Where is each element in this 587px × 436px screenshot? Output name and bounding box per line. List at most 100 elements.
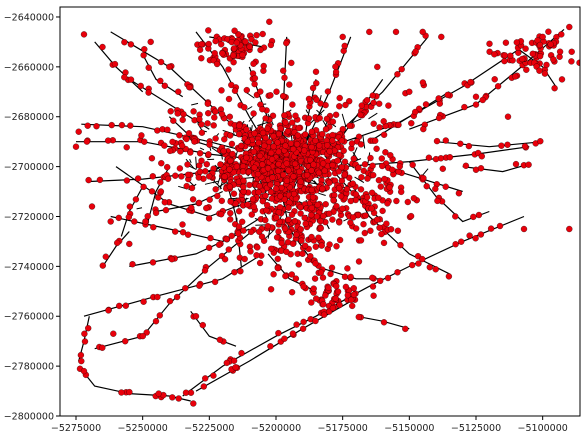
data-point — [262, 192, 269, 199]
data-point — [280, 92, 287, 100]
data-point — [435, 114, 443, 122]
data-point — [218, 211, 225, 218]
data-point — [184, 161, 191, 168]
data-point — [314, 201, 321, 209]
data-point — [200, 383, 207, 390]
data-point — [325, 284, 332, 291]
data-point — [227, 132, 234, 139]
data-point — [169, 394, 176, 401]
data-point — [378, 230, 385, 238]
data-point — [239, 168, 247, 175]
data-point — [243, 154, 250, 161]
y-tick-label: −2700000 — [4, 162, 54, 173]
data-point — [228, 232, 235, 240]
data-point — [154, 293, 161, 301]
data-point — [252, 39, 259, 46]
data-point — [127, 76, 135, 83]
data-point — [504, 141, 511, 148]
data-point — [166, 63, 173, 71]
data-point — [191, 138, 198, 145]
data-point — [370, 99, 377, 106]
data-point — [223, 359, 230, 367]
data-point — [556, 48, 564, 55]
data-point — [102, 253, 109, 260]
data-point — [238, 349, 245, 357]
data-point — [285, 204, 292, 211]
data-point — [233, 163, 240, 170]
data-point — [283, 39, 290, 47]
data-point — [336, 236, 344, 244]
data-point — [461, 103, 468, 111]
y-tick-label: −2660000 — [4, 62, 54, 73]
data-point — [558, 31, 565, 38]
data-point — [300, 283, 307, 290]
data-point — [308, 128, 316, 135]
data-point — [218, 110, 226, 118]
data-point — [134, 175, 142, 182]
data-point — [341, 171, 348, 178]
data-point — [235, 208, 243, 215]
data-point — [452, 213, 459, 220]
data-point — [498, 142, 505, 149]
data-point — [99, 43, 106, 51]
data-point — [326, 241, 333, 248]
data-point — [425, 154, 433, 161]
data-point — [126, 203, 134, 210]
data-point — [344, 265, 351, 272]
data-point — [290, 190, 298, 198]
data-point — [350, 291, 358, 298]
data-point — [127, 122, 134, 129]
data-point — [316, 142, 323, 149]
data-point — [299, 250, 306, 257]
data-point — [244, 201, 251, 208]
data-point — [202, 375, 209, 382]
data-point — [442, 183, 449, 190]
data-point — [339, 33, 346, 41]
data-point — [255, 189, 262, 196]
data-point — [283, 248, 290, 255]
data-point — [487, 225, 495, 232]
data-point — [357, 186, 365, 193]
data-point — [308, 167, 315, 174]
road-line — [368, 112, 378, 120]
data-point — [551, 85, 558, 92]
data-point — [270, 133, 277, 140]
data-point — [381, 175, 388, 183]
data-point — [99, 262, 106, 269]
data-point — [439, 165, 446, 172]
data-point — [568, 48, 575, 55]
data-point — [289, 119, 296, 126]
data-point — [203, 204, 210, 212]
data-point — [111, 60, 119, 68]
data-point — [302, 220, 309, 227]
data-point — [256, 182, 263, 190]
data-point — [341, 42, 348, 50]
data-point — [205, 110, 212, 117]
data-point — [313, 295, 320, 302]
data-point — [355, 313, 362, 321]
data-point — [264, 165, 272, 172]
data-point — [212, 37, 219, 45]
y-tick-label: −2720000 — [4, 212, 54, 223]
data-point — [370, 120, 377, 127]
data-point — [179, 229, 187, 236]
data-point — [536, 41, 544, 49]
data-point — [389, 166, 396, 173]
road-line — [199, 147, 205, 151]
data-point — [152, 318, 160, 325]
data-point — [275, 329, 282, 337]
data-point — [204, 120, 211, 127]
data-point — [301, 147, 308, 154]
data-point — [410, 195, 418, 202]
data-point — [108, 121, 115, 129]
data-point — [196, 282, 203, 289]
data-point — [347, 197, 354, 205]
data-point — [274, 255, 281, 263]
data-point — [122, 302, 129, 309]
data-point — [325, 210, 333, 217]
data-point — [186, 84, 193, 91]
data-point — [85, 176, 92, 184]
data-point — [336, 219, 343, 226]
data-point — [211, 114, 218, 121]
y-tick-label: −2680000 — [4, 112, 54, 123]
